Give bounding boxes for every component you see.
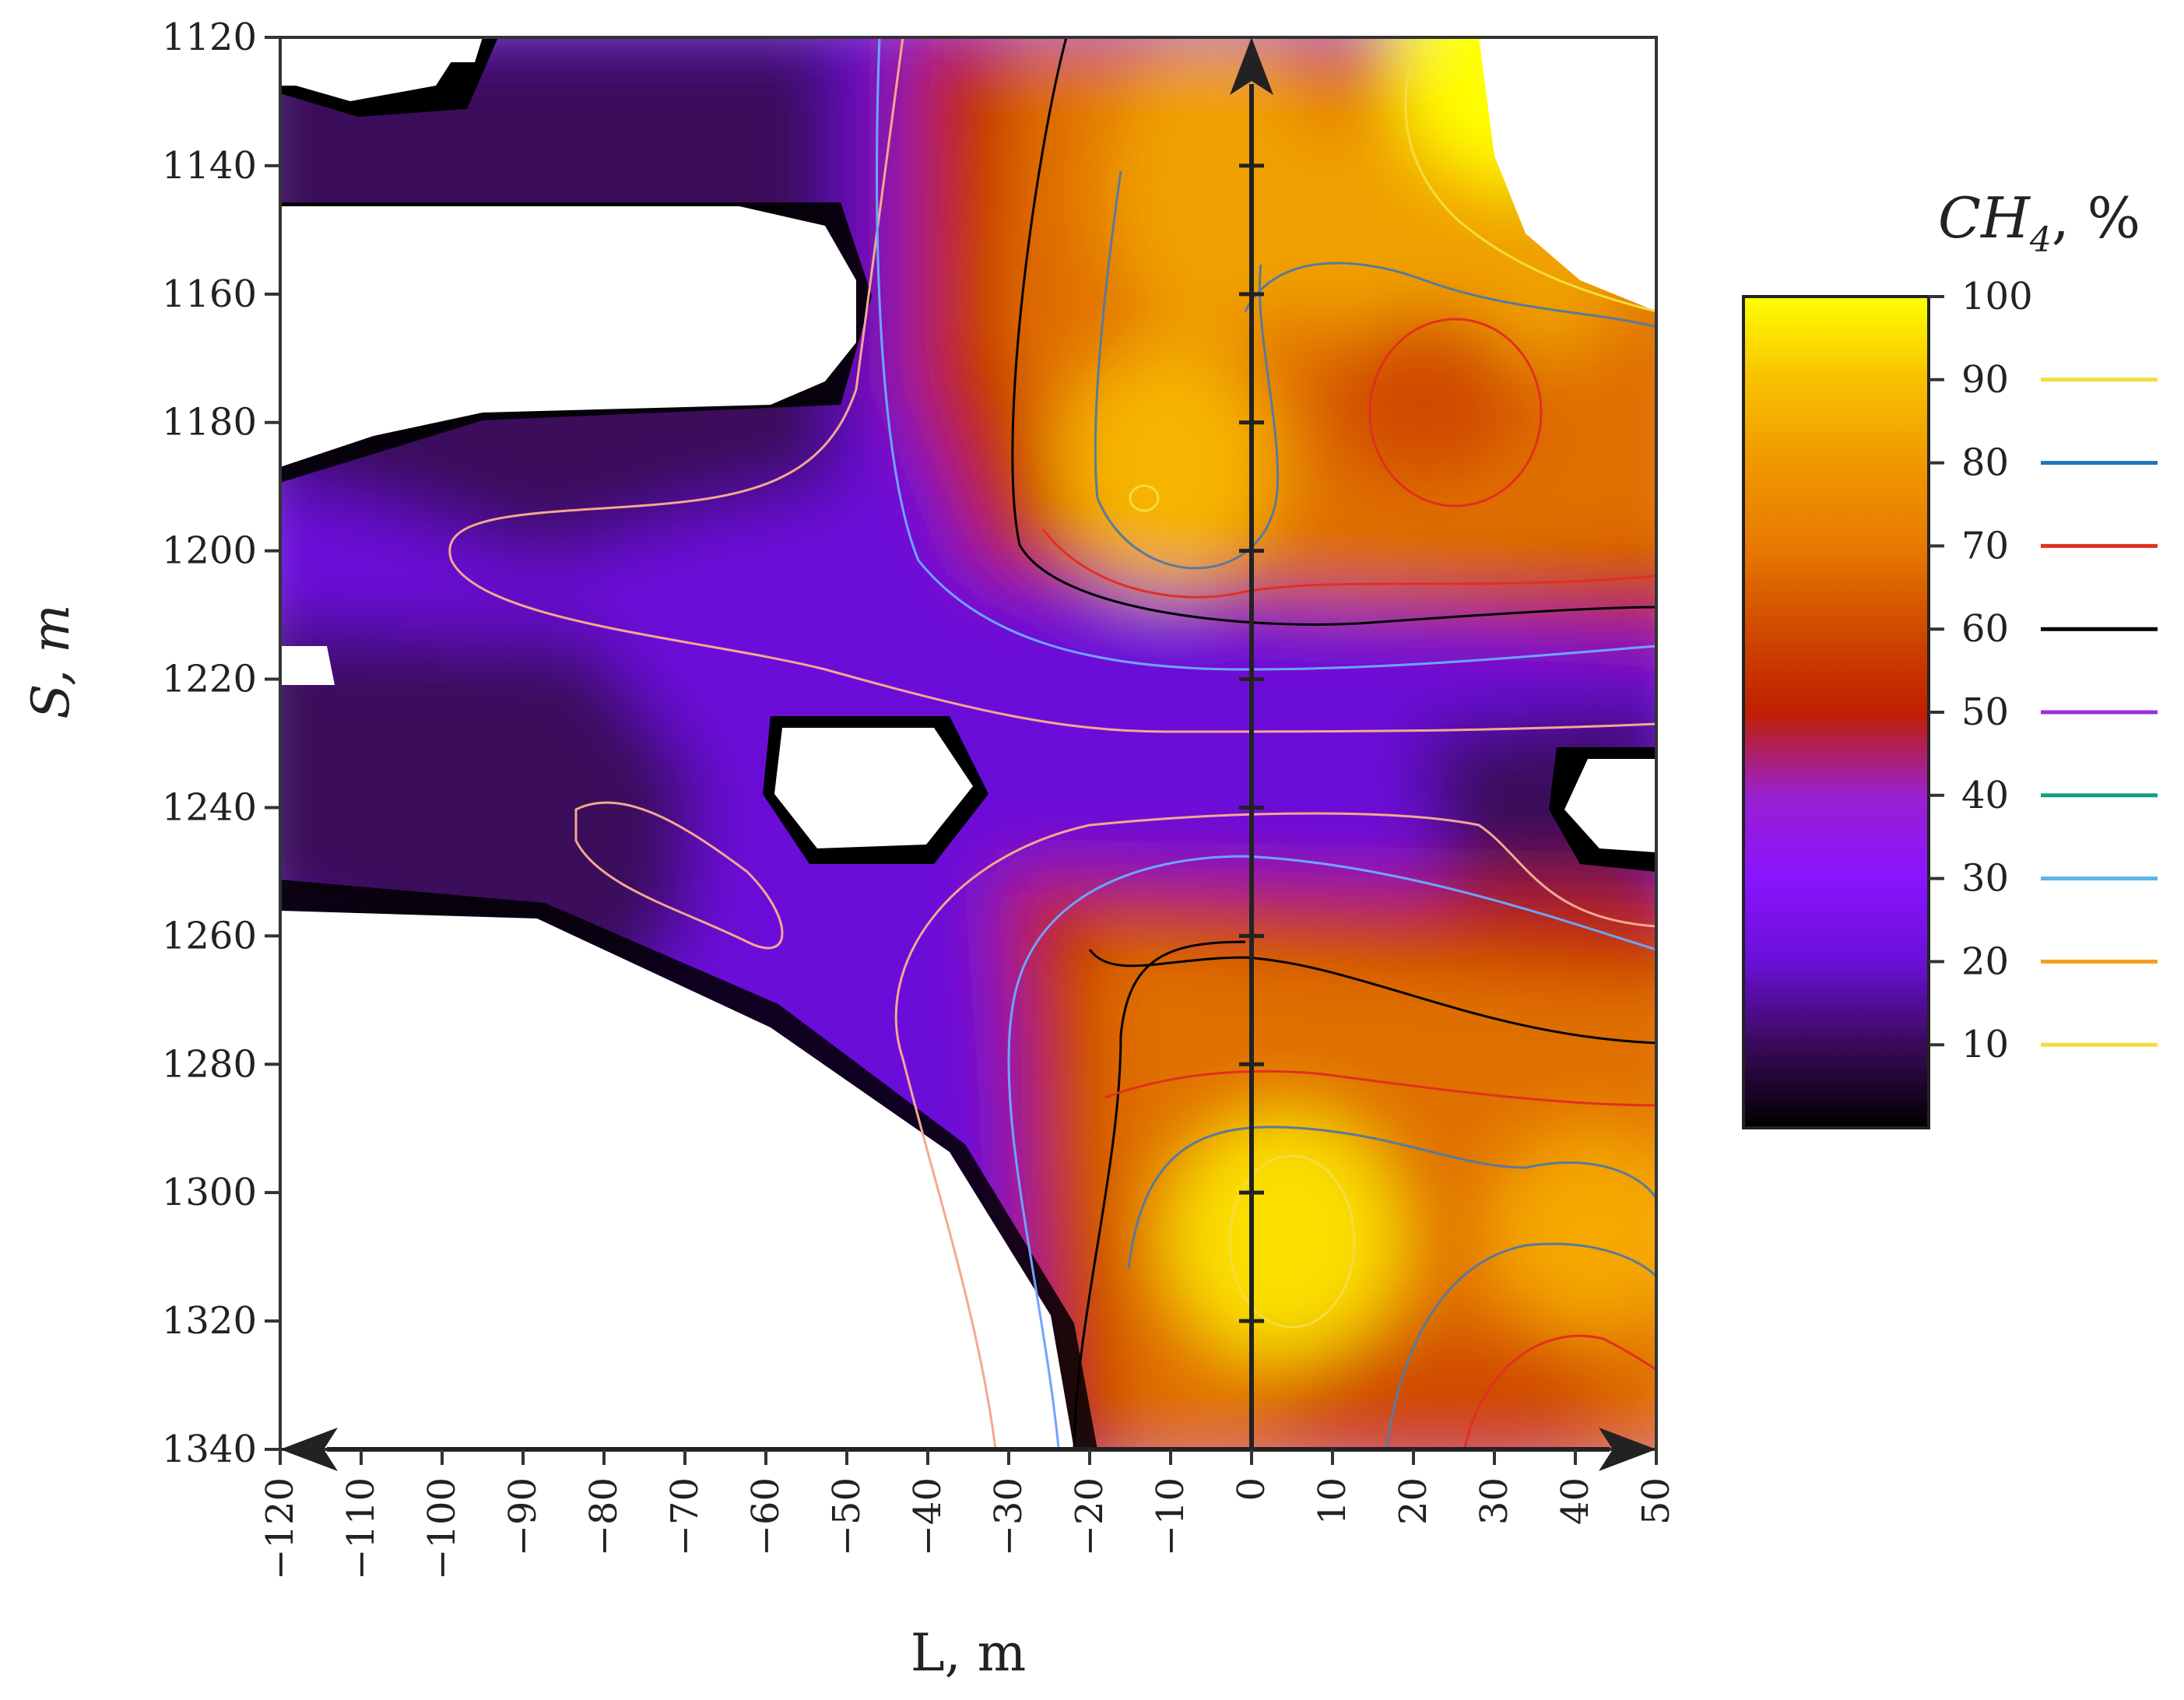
horizontal-arrow-head-right (1599, 1428, 1656, 1471)
colorbar-tick-label: 100 (1961, 275, 2033, 318)
y-tick-label: 1280 (162, 1042, 257, 1086)
horizontal-arrow-head-left (280, 1428, 338, 1471)
contour-legend (2041, 378, 2158, 1047)
arrows (280, 37, 1656, 1471)
y-tick-label: 1140 (162, 144, 257, 188)
x-tick-label: 40 (1554, 1477, 1597, 1525)
x-tick-label: −90 (501, 1477, 545, 1556)
x-tick-label: 10 (1311, 1477, 1354, 1525)
x-tick-label: 30 (1473, 1477, 1516, 1525)
colorbar-tick-label: 90 (1961, 358, 2009, 402)
colorbar: CH4, % 100 90 80 70 60 50 40 30 20 10 (1742, 185, 2158, 1129)
x-axis-title: L, m (911, 1623, 1026, 1683)
colorbar-tick-label: 20 (1961, 940, 2009, 983)
y-tick-label: 1160 (162, 272, 257, 316)
y-tick-label: 1320 (162, 1299, 257, 1343)
x-axis: −120 −110 −100 −90 −80 −70 −60 −50 −40 −30 −20 −10 0… (258, 1449, 1678, 1580)
x-tick-label: −80 (582, 1477, 626, 1556)
y-tick-label: 1120 (162, 16, 257, 59)
x-tick-label: −10 (1149, 1477, 1192, 1556)
colorbar-ticks: 100 90 80 70 60 50 40 30 20 10 (1929, 275, 2033, 1066)
y-tick-label: 1200 (162, 529, 257, 573)
colorbar-title-sub: 4 (2029, 220, 2052, 260)
colorbar-tick-label: 60 (1961, 607, 2009, 651)
colorbar-title-main: CH (1938, 185, 2031, 251)
y-tick-label: 1180 (162, 401, 257, 444)
x-tick-label: 0 (1230, 1477, 1273, 1502)
x-tick-label: −20 (1068, 1477, 1111, 1556)
colorbar-tick-label: 10 (1961, 1023, 2009, 1066)
colorbar-tick-label: 80 (1961, 441, 2009, 485)
colorbar-tick-label: 40 (1961, 774, 2009, 817)
vertical-arrow-ticks (1239, 163, 1264, 1323)
colorbar-bar (1742, 295, 1930, 1129)
heatmap-field (280, 37, 1656, 1449)
y-tick-label: 1240 (162, 785, 257, 829)
x-tick-label: −120 (258, 1477, 302, 1580)
y-tick-label: 1340 (162, 1428, 257, 1471)
x-tick-label: 50 (1634, 1477, 1678, 1525)
y-tick-label: 1220 (162, 658, 257, 701)
colorbar-tick-label: 70 (1961, 524, 2009, 567)
vertical-arrow-head (1230, 37, 1273, 95)
x-tick-label: −50 (825, 1477, 869, 1556)
colorbar-title: CH4, % (1938, 185, 2140, 260)
y-axis-title: S, m (21, 604, 81, 718)
x-tick-label: −110 (339, 1477, 383, 1580)
x-tick-label: −30 (987, 1477, 1031, 1556)
colorbar-tick-label: 50 (1961, 690, 2009, 734)
x-tick-label: 20 (1392, 1477, 1435, 1525)
y-axis: 1120 1140 1160 1180 1200 1220 1240 1260 1280 1300… (162, 16, 280, 1471)
colorbar-title-suffix: , % (2052, 185, 2140, 251)
x-tick-label: −100 (420, 1477, 464, 1580)
y-tick-label: 1260 (162, 914, 257, 957)
colorbar-tick-label: 30 (1961, 857, 2009, 901)
x-tick-label: −70 (663, 1477, 707, 1556)
y-tick-label: 1300 (162, 1171, 257, 1214)
contour-lines (448, 37, 1656, 1449)
x-tick-label: −60 (744, 1477, 788, 1556)
x-tick-label: −40 (906, 1477, 950, 1556)
